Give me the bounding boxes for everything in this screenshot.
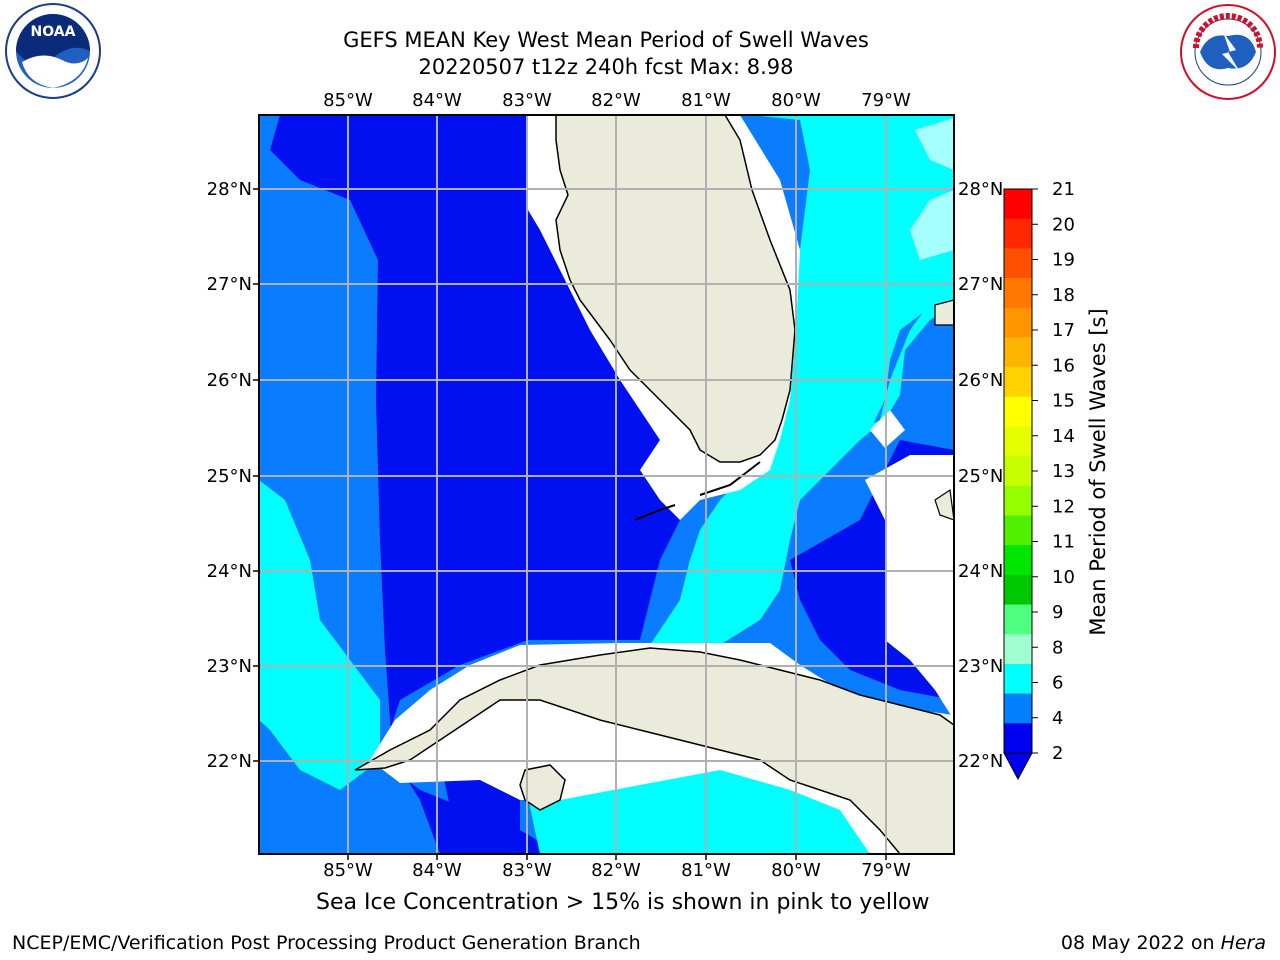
lon-label: 85°W	[323, 860, 373, 881]
lat-label: 23°N	[207, 656, 252, 677]
lon-label: 83°W	[502, 860, 552, 881]
lat-label: 27°N	[958, 274, 1003, 295]
colorbar-tick-label: 16	[1052, 355, 1075, 376]
lon-label: 80°W	[771, 90, 821, 111]
lon-label: 85°W	[323, 90, 373, 111]
lat-label: 23°N	[958, 656, 1003, 677]
colorbar-segment	[1004, 574, 1032, 606]
colorbar-segment	[1004, 278, 1032, 309]
lon-label: 79°W	[861, 90, 911, 111]
lon-label: 81°W	[681, 90, 731, 111]
ice-note: Sea Ice Concentration > 15% is shown in …	[316, 890, 930, 915]
lat-label: 24°N	[207, 561, 252, 582]
map-title: GEFS MEAN Key West Mean Period of Swell …	[343, 28, 869, 52]
colorbar-segment	[1004, 693, 1032, 724]
colorbar-tick-label: 6	[1052, 673, 1063, 694]
lat-label: 24°N	[958, 561, 1003, 582]
colorbar-tick-label: 9	[1052, 602, 1063, 623]
colorbar-segment	[1004, 515, 1032, 546]
field-6-8-southwest	[259, 480, 380, 790]
footer-machine: Hera	[1220, 932, 1266, 954]
colorbar-segment	[1004, 367, 1032, 398]
lon-labels-bottom: 85°W 84°W 83°W 82°W 81°W 80°W 79°W	[323, 860, 911, 881]
lon-label: 82°W	[591, 860, 641, 881]
colorbar-segment	[1004, 337, 1032, 368]
colorbar-tick-label: 4	[1052, 708, 1063, 729]
colorbar-tick-label: 2	[1052, 743, 1063, 764]
lat-label: 22°N	[958, 751, 1003, 772]
land-isla-juventud	[519, 764, 566, 811]
colorbar-tick-label: 21	[1052, 179, 1075, 200]
map-frame	[258, 114, 955, 855]
map-subtitle: 20220507 t12z 240h fcst Max: 8.98	[418, 55, 794, 79]
map-field	[259, 115, 954, 854]
land-bahamas	[934, 299, 954, 521]
colorbar-segment	[1004, 545, 1032, 576]
colorbar-segment	[1004, 396, 1032, 427]
lat-label: 26°N	[958, 370, 1003, 391]
lon-label: 83°W	[502, 90, 552, 111]
lat-label: 25°N	[207, 466, 252, 487]
colorbar-segment	[1004, 456, 1032, 487]
lon-label: 84°W	[412, 90, 462, 111]
lon-label: 82°W	[591, 90, 641, 111]
field-8-9	[910, 118, 954, 260]
colorbar-segment	[1004, 218, 1032, 249]
colorbar-tick-label: 8	[1052, 637, 1063, 658]
lat-labels-left: 28°N 27°N 26°N 25°N 24°N 23°N 22°N	[207, 179, 252, 772]
colorbar-segment	[1004, 307, 1032, 338]
colorbar-tick-label: 17	[1052, 320, 1075, 341]
colorbar-segment	[1004, 189, 1032, 220]
noaa-logo-text: NOAA	[31, 24, 76, 40]
colorbar-tick-label: 13	[1052, 461, 1075, 482]
colorbar-tick-label: 20	[1052, 214, 1075, 235]
colorbar-segment	[1004, 723, 1032, 754]
colorbar-tick-label: 18	[1052, 285, 1075, 306]
colorbar-segment	[1004, 604, 1032, 635]
lat-label: 25°N	[958, 466, 1003, 487]
lon-label: 80°W	[771, 860, 821, 881]
lat-label: 28°N	[207, 179, 252, 200]
lat-label: 22°N	[207, 751, 252, 772]
gridlines	[259, 115, 954, 854]
footer-date: 08 May 2022 on Hera	[1061, 932, 1266, 954]
colorbar-ticks: 21 20 19 18 17 16 15 14 13 12 11 10 9 8 6 4 2	[1032, 179, 1075, 764]
tick-marks	[253, 188, 887, 860]
footer-date-text: 08 May 2022 on	[1060, 932, 1221, 954]
lon-label: 84°W	[412, 860, 462, 881]
lat-labels-right: 28°N 27°N 26°N 25°N 24°N 23°N 22°N	[958, 179, 1003, 772]
colorbar	[1003, 188, 1033, 781]
colorbar-segment	[1004, 426, 1032, 457]
lat-label: 26°N	[207, 370, 252, 391]
colorbar-tick-label: 15	[1052, 391, 1075, 412]
colorbar-extend-arrow	[1003, 752, 1033, 781]
footer-credit: NCEP/EMC/Verification Post Processing Pr…	[12, 932, 641, 954]
field-2-4-gulf	[270, 115, 560, 854]
masked-area-bahamas	[865, 410, 954, 720]
lat-label: 27°N	[207, 274, 252, 295]
colorbar-segment	[1004, 663, 1032, 695]
colorbar-tick-label: 12	[1052, 496, 1075, 517]
colorbar-tick-label: 14	[1052, 426, 1075, 447]
colorbar-segment	[1004, 634, 1032, 665]
nws-logo	[1180, 4, 1276, 100]
colorbar-tick-label: 10	[1052, 567, 1075, 588]
colorbar-tick-label: 19	[1052, 250, 1075, 271]
land-keys	[634, 461, 761, 521]
lon-labels-top: 85°W 84°W 83°W 82°W 81°W 80°W 79°W	[323, 90, 911, 111]
noaa-logo: NOAA	[5, 3, 101, 99]
lon-label: 81°W	[681, 860, 731, 881]
colorbar-segment	[1004, 248, 1032, 279]
colorbar-label: Mean Period of Swell Waves [s]	[1086, 308, 1110, 635]
lat-label: 28°N	[958, 179, 1003, 200]
colorbar-tick-label: 11	[1052, 532, 1075, 553]
lon-label: 79°W	[861, 860, 911, 881]
colorbar-segment	[1004, 485, 1032, 517]
